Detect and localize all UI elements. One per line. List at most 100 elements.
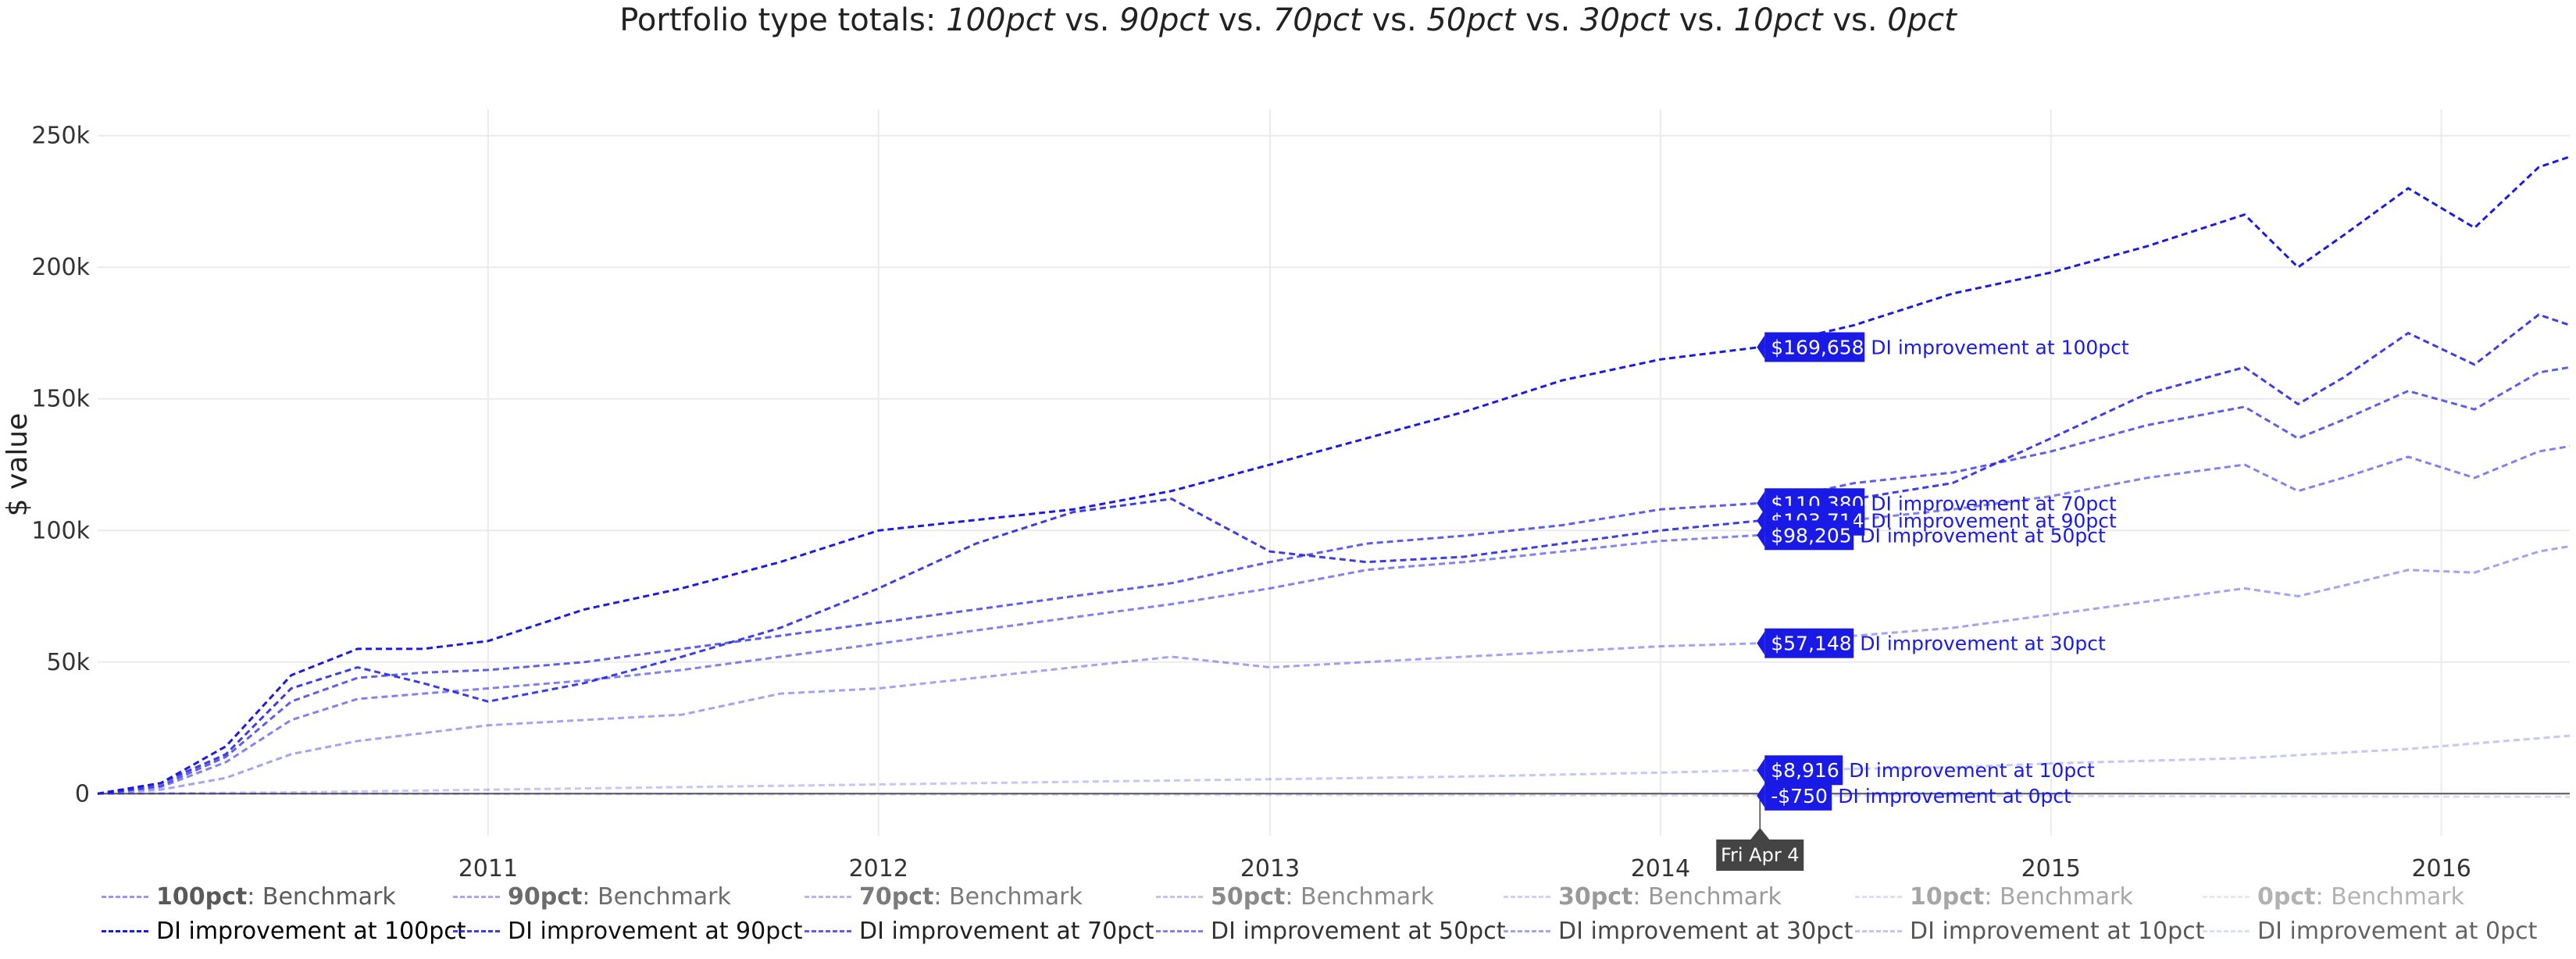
legend-item[interactable]: 30pct: Benchmark — [1504, 881, 1782, 912]
legend-item[interactable]: 100pct: Benchmark — [102, 881, 396, 912]
hover-series-text: DI improvement at 10pct — [1849, 759, 2095, 782]
hover-series-text: DI improvement at 0pct — [1838, 785, 2071, 807]
title-part: 50pct — [1426, 2, 1516, 38]
title-separator: vs. — [1054, 2, 1120, 38]
y-axis-label: $ value — [2, 413, 34, 517]
x-tick-label: 2014 — [1631, 855, 1690, 882]
legend-swatch — [102, 929, 148, 932]
legend-item[interactable]: 70pct: Benchmark — [805, 881, 1083, 912]
legend-item[interactable]: DI improvement at 50pct — [1156, 915, 1505, 947]
legend-item[interactable]: DI improvement at 30pct — [1504, 915, 1853, 947]
legend-swatch — [1504, 895, 1550, 898]
legend-label: DI improvement at 30pct — [1558, 917, 1854, 945]
legend-label: DI improvement at 10pct — [1910, 917, 2205, 945]
legend-label: : Benchmark — [1285, 882, 1434, 911]
hover-series-text: DI improvement at 90pct — [1871, 510, 2117, 533]
legend-prefix: 30pct — [1558, 882, 1633, 911]
title-part: 0pct — [1887, 2, 1957, 38]
chart-title: Portfolio type totals: 100pct vs. 90pct … — [0, 0, 2576, 41]
series-line[interactable] — [97, 734, 2571, 795]
hover-value-box — [1764, 332, 1865, 362]
hover-series-text: DI improvement at 100pct — [1871, 336, 2129, 358]
chart-plot[interactable]: 0 50k 100k 150k 200k 250k 2011 2012 2013 2014 2015… — [0, 47, 2576, 906]
title-separator: vs. — [1668, 2, 1734, 38]
hover-value-box — [1764, 520, 1854, 551]
legend-label: : Benchmark — [1984, 882, 2133, 911]
legend-item[interactable]: DI improvement at 70pct — [805, 915, 1154, 947]
hover-label-pointer — [1757, 523, 1765, 547]
legend-label: : Benchmark — [933, 882, 1083, 911]
series-line[interactable] — [97, 792, 2571, 798]
hover-value-text: -$750 — [1771, 785, 1828, 807]
hover-label-pointer — [1757, 491, 1765, 515]
legend-swatch — [2203, 895, 2250, 898]
legend-label: : Benchmark — [582, 882, 731, 911]
legend-item[interactable]: 0pct: Benchmark — [2203, 881, 2464, 912]
legend-item[interactable]: DI improvement at 10pct — [1855, 915, 2204, 947]
title-separator: vs. — [1208, 2, 1273, 38]
legend-label: DI improvement at 90pct — [508, 917, 803, 945]
hover-label-pointer — [1757, 335, 1765, 359]
y-tick-label: 250k — [31, 123, 90, 150]
legend-label: : Benchmark — [247, 882, 396, 911]
legend-swatch — [453, 895, 500, 898]
title-part: 90pct — [1119, 2, 1209, 38]
hover-label-pointer — [1757, 758, 1765, 783]
legend-label: DI improvement at 0pct — [2257, 917, 2538, 945]
legend-swatch — [1156, 895, 1203, 898]
legend-prefix: 70pct — [859, 882, 934, 911]
hover-date-pointer — [1750, 828, 1770, 840]
legend-item[interactable]: 10pct: Benchmark — [1855, 881, 2133, 912]
title-separator: vs. — [1361, 2, 1427, 38]
x-tick-label: 2013 — [1240, 855, 1300, 882]
title-lead: Portfolio type totals: — [619, 2, 947, 38]
title-separator: vs. — [1515, 2, 1581, 38]
legend-item[interactable]: 90pct: Benchmark — [453, 881, 731, 912]
y-tick-label: 50k — [46, 649, 90, 676]
legend-item[interactable]: DI improvement at 90pct — [453, 915, 802, 947]
legend-item[interactable]: 50pct: Benchmark — [1156, 881, 1434, 912]
legend-label: DI improvement at 100pct — [156, 917, 466, 945]
legend-label: : Benchmark — [1632, 882, 1782, 911]
hover-value-text: $169,658 — [1771, 336, 1864, 358]
y-tick-label: 200k — [31, 254, 90, 281]
series-line[interactable] — [97, 155, 2571, 795]
legend-prefix: 50pct — [1211, 882, 1286, 911]
x-tick-label: 2011 — [458, 855, 518, 882]
y-tick-label: 150k — [31, 386, 90, 413]
hover-value-text: $8,916 — [1771, 759, 1839, 782]
hover-value-box — [1764, 780, 1832, 811]
hover-date-box — [1716, 840, 1804, 871]
title-part: 30pct — [1580, 2, 1669, 38]
series-line[interactable] — [97, 545, 2571, 795]
y-tick-label: 0 — [75, 780, 90, 807]
hover-value-box — [1764, 628, 1854, 658]
legend-item[interactable]: DI improvement at 0pct — [2203, 915, 2537, 947]
hover-label-pointer — [1757, 631, 1765, 655]
x-tick-label: 2016 — [2411, 855, 2471, 882]
hover-series-text: DI improvement at 50pct — [1860, 524, 2106, 547]
series-line[interactable] — [97, 444, 2571, 795]
legend-swatch — [102, 895, 148, 898]
x-tick-label: 2015 — [2021, 855, 2081, 882]
legend-item[interactable]: DI improvement at 100pct — [102, 915, 466, 947]
legend-swatch — [1504, 929, 1550, 932]
hover-value-text: $57,148 — [1771, 633, 1851, 655]
legend-swatch — [453, 929, 500, 932]
legend-swatch — [1156, 929, 1203, 932]
legend-swatch — [2203, 929, 2250, 932]
legend-label: DI improvement at 70pct — [859, 917, 1154, 945]
hover-series-text: DI improvement at 30pct — [1860, 633, 2106, 655]
x-tick-label: 2012 — [849, 855, 908, 882]
legend-prefix: 0pct — [2257, 882, 2316, 911]
legend-swatch — [805, 895, 851, 898]
legend-prefix: 10pct — [1910, 882, 1985, 911]
legend-label: DI improvement at 50pct — [1211, 917, 1506, 945]
hover-date-label: Fri Apr 4 — [1721, 844, 1800, 866]
legend-swatch — [1855, 929, 1902, 932]
series-line[interactable] — [97, 313, 2571, 795]
legend-prefix: 90pct — [508, 882, 583, 911]
title-separator: vs. — [1822, 2, 1888, 38]
legend-label: : Benchmark — [2315, 882, 2465, 911]
series-line[interactable] — [97, 365, 2571, 795]
